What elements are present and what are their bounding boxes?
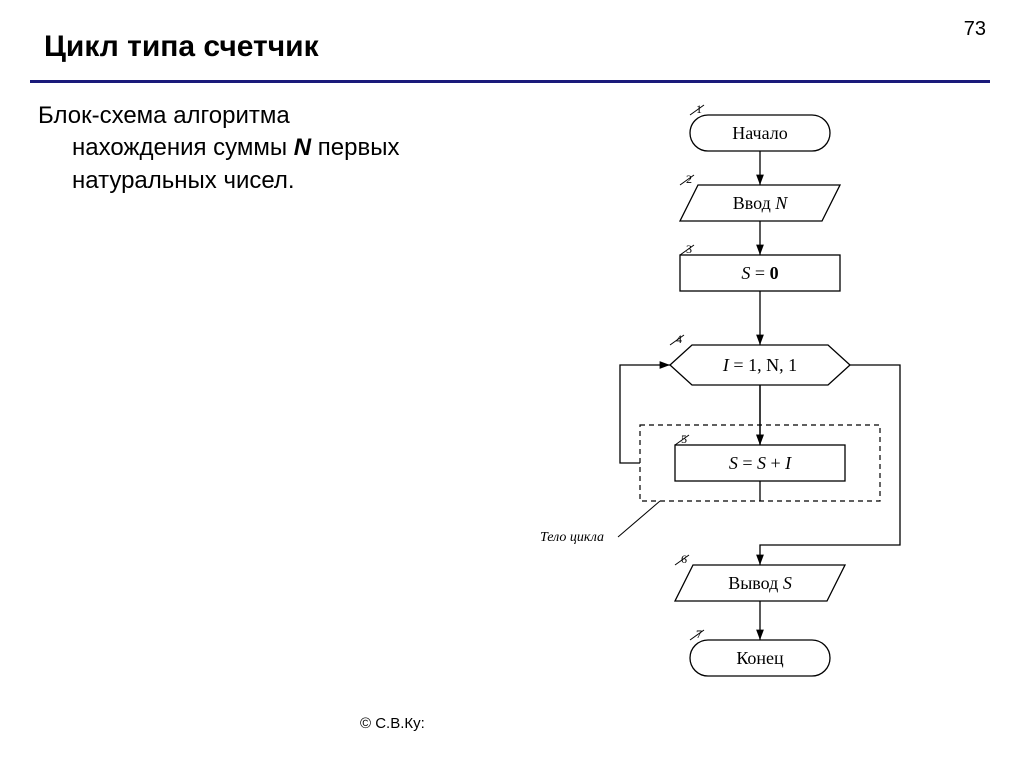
desc-line3: натуральных чисел.	[38, 165, 458, 197]
description: Блок-схема алгоритма нахождения суммы N …	[38, 100, 458, 197]
desc-line2-post: первых	[311, 134, 399, 161]
node-text: Начало	[732, 123, 787, 143]
node-text: I = 1, N, 1	[722, 355, 797, 375]
desc-line1: Блок-схема алгоритма	[38, 102, 290, 129]
node-text: S = S + I	[729, 453, 792, 473]
flowchart: Начало1Ввод N2S = 03I = 1, N, 14S = S + …	[480, 95, 1000, 735]
loop-body-label: Тело цикла	[540, 530, 604, 545]
node-text: Конец	[736, 648, 784, 668]
slide: 73 Цикл типа счетчик Блок-схема алгоритм…	[0, 0, 1024, 768]
title-rule	[30, 80, 990, 83]
desc-line2-em: N	[294, 134, 311, 161]
desc-line2-pre: нахождения суммы	[72, 134, 294, 161]
node-text: S = 0	[741, 263, 778, 283]
slide-title: Цикл типа счетчик	[44, 30, 319, 64]
page-number: 73	[964, 18, 986, 41]
node-text: Вывод S	[728, 573, 792, 593]
footer: © С.В.Ку:	[360, 715, 425, 732]
node-text: Ввод N	[733, 193, 789, 213]
loop-back-line	[620, 365, 670, 463]
loop-body-connector	[618, 501, 660, 537]
